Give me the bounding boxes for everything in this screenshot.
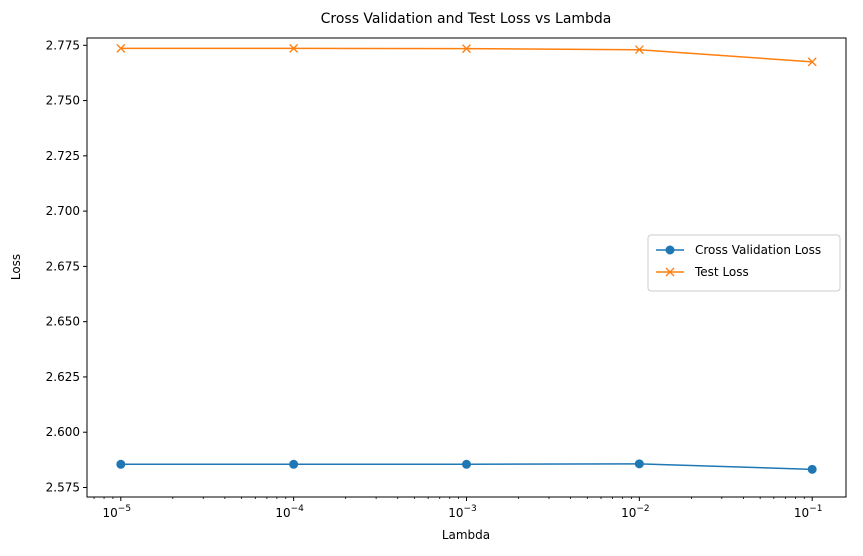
- legend-marker: [665, 245, 675, 255]
- x-tick-base: 10: [794, 506, 809, 520]
- y-tick-label: 2.625: [46, 370, 80, 384]
- y-axis-label: Loss: [9, 254, 23, 280]
- y-tick-label: 2.575: [46, 480, 80, 494]
- x-tick-exponent: −5: [118, 504, 131, 514]
- x-tick-base: 10: [621, 506, 636, 520]
- x-axis: 10−5 10−4 10−3 10−2 10−1: [93, 497, 823, 520]
- series-layer: [116, 43, 817, 474]
- x-tick-base: 10: [448, 506, 463, 520]
- data-point: [807, 57, 817, 67]
- y-tick-label: 2.700: [46, 204, 80, 218]
- data-point: [462, 44, 471, 54]
- x-tick-label: 10−2: [621, 504, 650, 520]
- x-tick-base: 10: [103, 506, 118, 520]
- data-point: [634, 459, 644, 469]
- legend-box: [647, 234, 841, 292]
- y-tick-label: 2.650: [46, 315, 80, 329]
- data-point: [462, 459, 471, 469]
- x-tick-exponent: −4: [291, 504, 305, 514]
- y-axis: 2.575 2.600 2.625 2.650 2.675 2.700 2.725 2.750…: [46, 38, 87, 494]
- x-axis-label: Lambda: [442, 528, 490, 542]
- x-tick-label: 10−1: [794, 504, 823, 520]
- data-point: [116, 459, 126, 469]
- y-tick-label: 2.675: [46, 259, 80, 273]
- y-tick-label: 2.775: [46, 38, 80, 52]
- legend-marker: [665, 267, 675, 277]
- x-tick-label: 10−4: [275, 504, 304, 520]
- data-point: [289, 43, 299, 53]
- chart-title: Cross Validation and Test Loss vs Lambda: [321, 11, 612, 27]
- data-point: [289, 459, 299, 469]
- legend-label: Cross Validation Loss: [695, 243, 821, 257]
- legend: Cross Validation Loss Test Loss: [647, 234, 841, 292]
- legend-label: Test Loss: [694, 265, 749, 279]
- y-tick-label: 2.750: [46, 94, 80, 108]
- x-tick-label: 10−3: [448, 504, 477, 520]
- series-test-loss: [116, 43, 817, 67]
- data-point: [634, 45, 644, 55]
- x-tick-exponent: −2: [636, 504, 649, 514]
- y-tick-label: 2.600: [46, 425, 80, 439]
- data-point: [807, 464, 817, 474]
- x-tick-exponent: −1: [809, 504, 822, 514]
- x-tick-label: 10−5: [103, 504, 132, 520]
- data-point: [116, 43, 126, 53]
- series-cross-validation-loss: [116, 459, 817, 474]
- x-tick-exponent: −3: [464, 504, 477, 514]
- x-tick-base: 10: [275, 506, 290, 520]
- y-tick-label: 2.725: [46, 149, 80, 163]
